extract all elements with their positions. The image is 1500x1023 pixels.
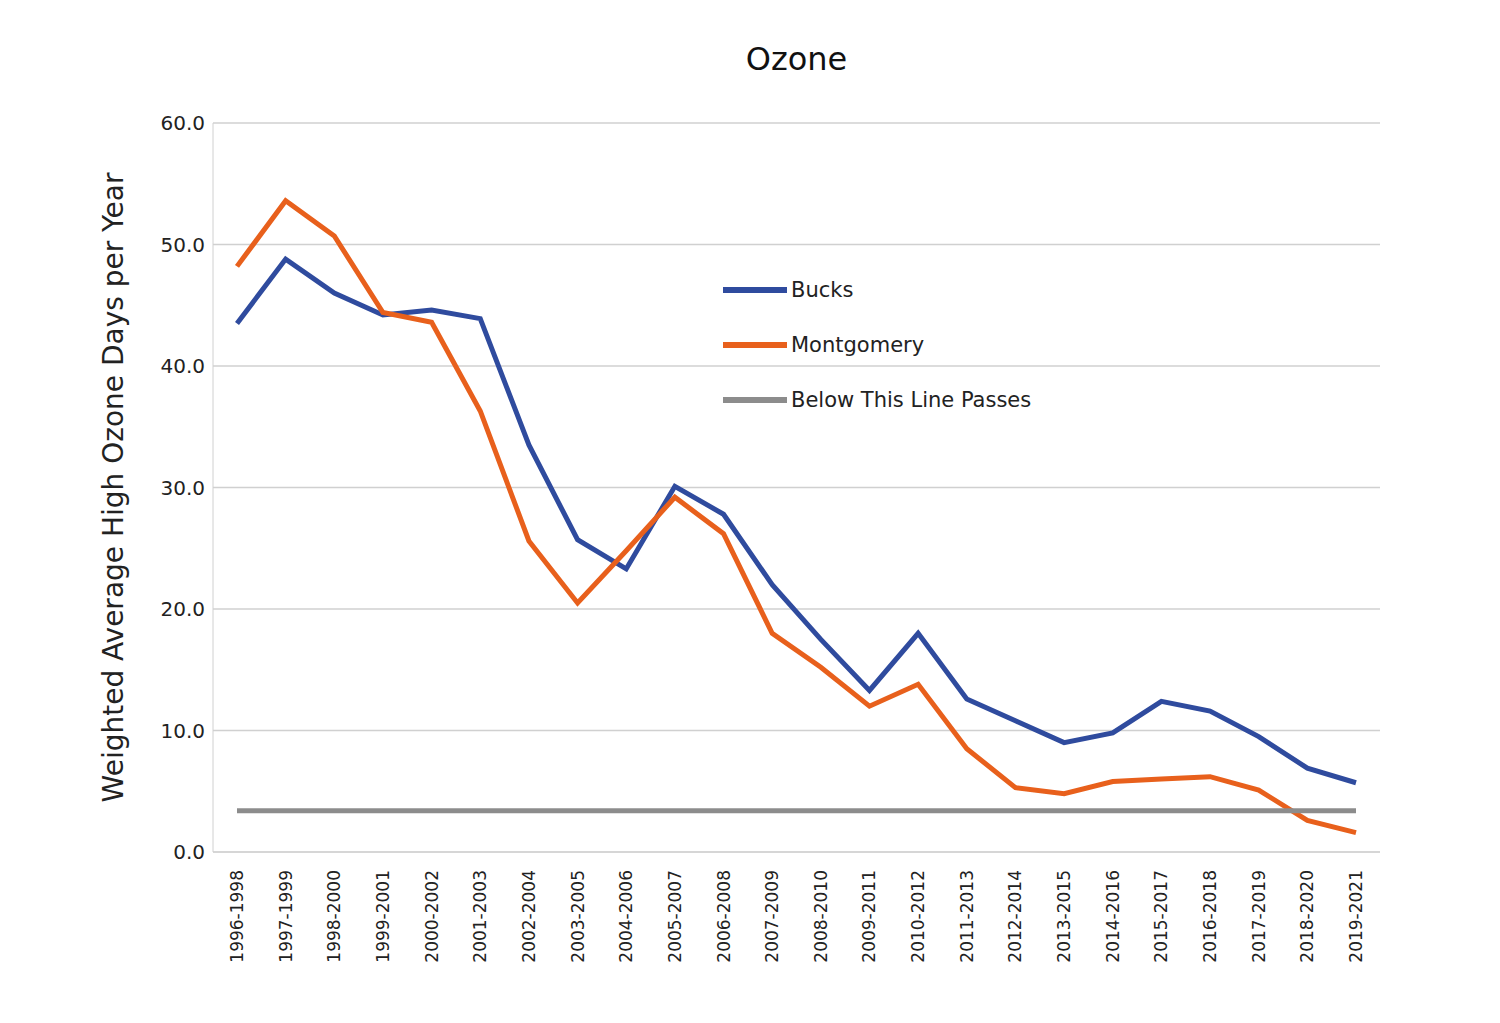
svg-text:2014-2016: 2014-2016 bbox=[1103, 870, 1123, 963]
svg-text:2007-2009: 2007-2009 bbox=[762, 870, 782, 963]
svg-text:2004-2006: 2004-2006 bbox=[616, 870, 636, 963]
svg-text:1998-2000: 1998-2000 bbox=[324, 870, 344, 963]
svg-text:2013-2015: 2013-2015 bbox=[1054, 870, 1074, 963]
html-text:Montgomery: Montgomery bbox=[791, 332, 925, 357]
svg-text:10.0: 10.0 bbox=[160, 719, 205, 743]
svg-text:2002-2004: 2002-2004 bbox=[519, 870, 539, 963]
svg-text:2017-2019: 2017-2019 bbox=[1249, 870, 1269, 963]
svg-text:2010-2012: 2010-2012 bbox=[908, 870, 928, 963]
svg-text:2009-2011: 2009-2011 bbox=[859, 870, 879, 963]
svg-text:Weighted Average High Ozone Da: Weighted Average High Ozone Days per Yea… bbox=[97, 172, 130, 802]
svg-text:30.0: 30.0 bbox=[160, 476, 205, 500]
svg-text:1997-1999: 1997-1999 bbox=[276, 870, 296, 963]
svg-text:50.0: 50.0 bbox=[160, 233, 205, 257]
svg-text:60.0: 60.0 bbox=[160, 111, 205, 135]
svg-text:2015-2017: 2015-2017 bbox=[1151, 870, 1171, 963]
svg-text:2012-2014: 2012-2014 bbox=[1005, 870, 1025, 963]
svg-text:2018-2020: 2018-2020 bbox=[1297, 870, 1317, 963]
svg-text:2008-2010: 2008-2010 bbox=[811, 870, 831, 963]
svg-text:2001-2003: 2001-2003 bbox=[470, 870, 490, 963]
svg-text:40.0: 40.0 bbox=[160, 354, 205, 378]
svg-text:2006-2008: 2006-2008 bbox=[714, 870, 734, 963]
svg-text:2000-2002: 2000-2002 bbox=[422, 870, 442, 963]
svg-text:2019-2021: 2019-2021 bbox=[1346, 870, 1366, 963]
svg-text:0.0: 0.0 bbox=[173, 840, 205, 864]
svg-text:1999-2001: 1999-2001 bbox=[373, 870, 393, 963]
svg-text:20.0: 20.0 bbox=[160, 597, 205, 621]
svg-text:2003-2005: 2003-2005 bbox=[568, 870, 588, 963]
svg-text:2011-2013: 2011-2013 bbox=[957, 870, 977, 963]
svg-text:2016-2018: 2016-2018 bbox=[1200, 870, 1220, 963]
html-text:Below This Line Passes: Below This Line Passes bbox=[791, 387, 1032, 412]
svg-text:1996-1998: 1996-1998 bbox=[227, 870, 247, 963]
html-text:Ozone: Ozone bbox=[745, 40, 848, 78]
html-text:Bucks: Bucks bbox=[791, 277, 854, 302]
svg-text:2005-2007: 2005-2007 bbox=[665, 870, 685, 963]
